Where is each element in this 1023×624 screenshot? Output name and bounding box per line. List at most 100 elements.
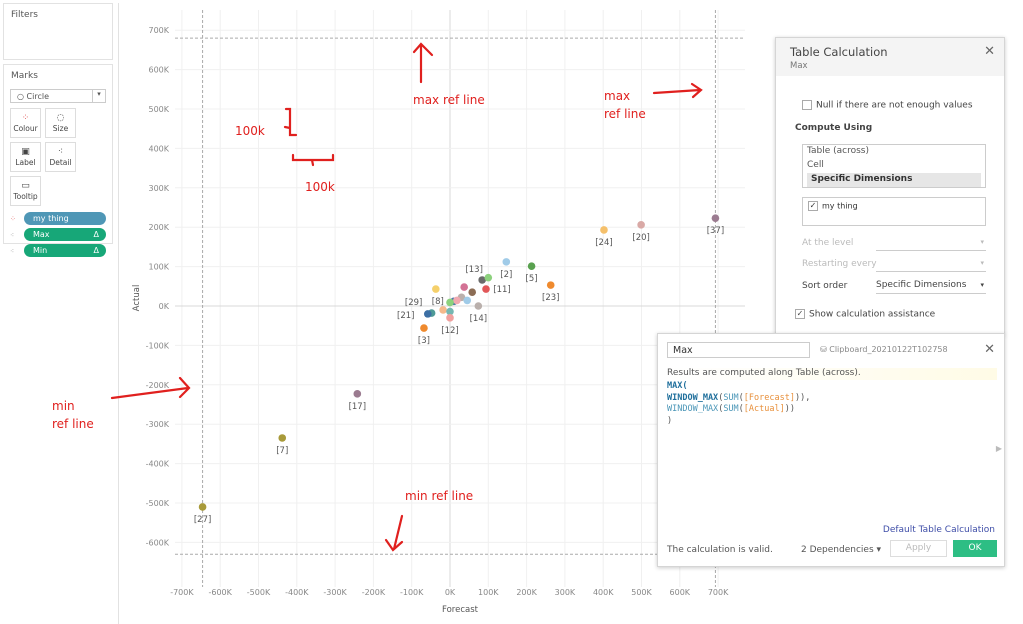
x-tick-label: 400K [593,588,614,597]
data-point-label: [2] [500,270,512,280]
colour-button[interactable]: ⁘ Colour [10,108,41,138]
ok-button[interactable]: OK [953,540,997,557]
calculation-name-input[interactable] [667,342,810,358]
pill-label: Min [33,246,48,255]
data-point [600,226,608,234]
data-point [353,390,362,398]
null-label: Null if there are not enough values [816,100,973,111]
at-level-dropdown[interactable]: ▾ [876,237,986,251]
close-icon[interactable]: ✕ [984,44,995,59]
data-point [546,281,555,289]
data-point [446,298,454,307]
y-tick-label: 700K [148,26,169,35]
formula-editor[interactable]: MAX( WINDOW_MAX(SUM([Forecast])), WINDOW… [667,381,811,426]
data-point-label: [8] [432,297,444,307]
label-button[interactable]: ▣ Label [10,142,41,172]
detail-icon: ⁖ [10,230,15,239]
x-tick-label: -700K [170,588,194,597]
data-point [446,314,454,322]
y-tick-label: -600K [146,538,170,547]
data-point-label: [29] [405,298,422,308]
sort-order-dropdown[interactable]: Specific Dimensions ▾ [876,280,986,294]
expand-arrow-icon[interactable]: ▶ [995,444,1002,453]
y-axis-title: Actual [132,285,142,312]
data-point [484,273,493,282]
assist-checkbox-row[interactable]: ✓ Show calculation assistance [795,309,935,320]
tooltip-button[interactable]: ▭ Tooltip [10,176,41,206]
annotation-ref-line: ref line [604,107,646,121]
arrow-down-icon [384,514,404,552]
apply-button[interactable]: Apply [890,540,947,557]
assist-checkbox[interactable]: ✓ [795,309,805,319]
data-point-label: [27] [194,515,211,525]
annotation-min-label: min [52,399,75,413]
filters-shelf[interactable]: Filters [3,3,113,60]
data-point [482,285,490,293]
code-token: [Forecast] [743,392,795,403]
at-level-label: At the level [802,238,854,248]
annotation-max-label: max [604,89,631,103]
filters-title: Filters [11,10,38,20]
default-table-calculation-link[interactable]: Default Table Calculation [882,525,995,535]
mark-type-dropdown[interactable]: ○ Circle ▾ [10,89,106,103]
size-button[interactable]: ◌ Size [45,108,76,138]
data-point [198,503,207,511]
sort-order-label: Sort order [802,281,848,291]
option-specific-dimensions[interactable]: Specific Dimensions [807,173,981,187]
colour-dots-icon: ⁘ [10,214,16,223]
y-tick-label: -400K [146,460,170,469]
detail-button[interactable]: ⁖ Detail [45,142,76,172]
data-point [637,221,645,229]
x-tick-label: -200K [362,588,386,597]
assist-label: Show calculation assistance [809,309,936,320]
mark-type-value: Circle [26,91,49,101]
data-point-label: [11] [493,285,510,295]
dependencies-dropdown[interactable]: 2 Dependencies ▾ [801,545,882,555]
bracket-icon [291,153,335,167]
validation-status: The calculation is valid. [667,545,773,555]
detail-icon: ⁖ [10,246,15,255]
dimension-checkbox[interactable]: ✓ [808,201,818,211]
detail-icon: ⁖ [57,147,64,157]
data-point-label: [13] [465,265,482,275]
data-point [420,324,428,332]
chevron-down-icon: ▾ [92,90,105,102]
data-point-label: [20] [632,233,649,243]
x-tick-label: -400K [285,588,309,597]
x-tick-label: -100K [400,588,424,597]
compute-info: Results are computed along Table (across… [667,368,997,380]
data-point-label: [37] [707,226,724,236]
y-tick-label: -500K [146,499,170,508]
pill-max[interactable]: ⁖ Max Δ [10,228,106,241]
dialog-subtitle: Max [790,61,808,71]
circle-icon: ○ [17,91,27,101]
close-icon[interactable]: ✕ [984,342,995,357]
null-checkbox[interactable] [802,100,812,110]
data-point [278,434,287,442]
code-token: WINDOW_MAX [667,392,719,403]
null-checkbox-row[interactable]: Null if there are not enough values [802,100,973,111]
delta-icon: Δ [93,230,99,239]
pill-min[interactable]: ⁖ Min Δ [10,244,106,257]
y-tick-label: -300K [146,420,170,429]
annotation-max-ref-line: max ref line [413,93,485,107]
option-table-across[interactable]: Table (across) [807,146,870,156]
compute-using-list[interactable]: Table (across) Cell Specific Dimensions [802,144,986,188]
code-token: SUM [723,392,739,403]
x-tick-label: 700K [708,588,729,597]
calculation-editor: ⛁ Clipboard_20210122T102758 ✕ Results ar… [657,333,1005,567]
x-tick-label: 300K [555,588,576,597]
x-tick-label: 600K [670,588,691,597]
arrow-right-icon [110,376,191,400]
y-tick-label: 400K [148,144,169,153]
data-point-label: [7] [276,446,288,456]
pill-my-thing[interactable]: ⁘ my thing [10,212,106,225]
restarting-dropdown[interactable]: ▾ [876,258,986,272]
arrow-up-icon [412,42,434,84]
option-cell[interactable]: Cell [807,160,824,170]
data-point [478,276,486,284]
database-icon: ⛁ [820,345,830,354]
data-point-label: [12] [441,326,458,336]
y-tick-label: 600K [148,66,169,75]
